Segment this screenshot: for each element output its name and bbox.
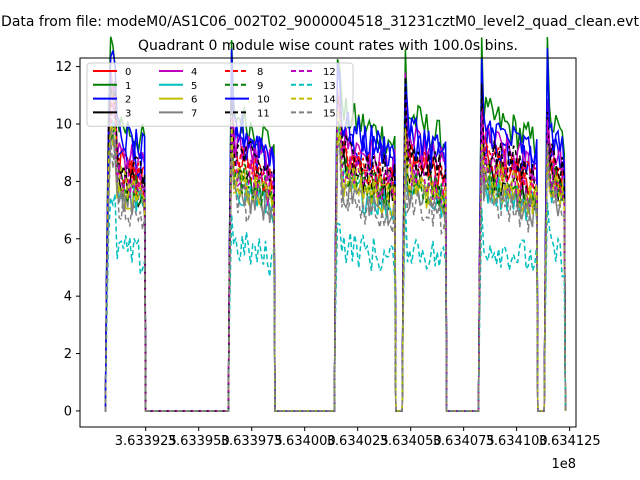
y-tick-label: 8: [64, 175, 72, 190]
legend-label-4: 4: [191, 67, 197, 78]
y-tick-label: 10: [55, 117, 72, 132]
legend-label-14: 14: [323, 95, 336, 106]
legend-label-7: 7: [191, 108, 197, 119]
y-tick-label: 4: [64, 290, 72, 305]
legend-label-10: 10: [257, 95, 270, 106]
legend-label-2: 2: [125, 95, 131, 106]
x-tick-label: 3.633975: [221, 434, 283, 449]
x-tick-label: 3.634125: [539, 434, 601, 449]
x-tick-label: 3.634025: [327, 434, 389, 449]
x-tick-label: 3.633925: [115, 434, 177, 449]
legend-label-6: 6: [191, 95, 197, 106]
legend-label-11: 11: [257, 108, 270, 119]
series-line-15: [104, 138, 567, 412]
legend-label-13: 13: [323, 81, 336, 92]
legend-label-15: 15: [323, 108, 336, 119]
y-tick-label: 6: [64, 232, 72, 247]
chart-title: Quadrant 0 module wise count rates with …: [138, 38, 518, 54]
x-axis: 3.6339253.6339503.6339753.6340003.634025…: [115, 427, 601, 449]
plot-frame: [79, 57, 577, 428]
y-axis: 0 2 4 6 8 10 12: [55, 60, 80, 419]
legend-label-3: 3: [125, 108, 131, 119]
x-tick-label: 3.634050: [380, 434, 442, 449]
y-tick-label: 2: [64, 347, 72, 362]
x-axis-offset-label: 1e8: [551, 457, 576, 472]
legend-label-8: 8: [257, 67, 263, 78]
legend-label-5: 5: [191, 81, 197, 92]
legend-label-12: 12: [323, 67, 336, 78]
legend-label-1: 1: [125, 81, 131, 92]
series-layer: [104, 36, 567, 412]
x-tick-label: 3.634100: [486, 434, 548, 449]
legend-box: [86, 62, 354, 127]
legend-label-0: 0: [125, 67, 131, 78]
x-tick-label: 3.634075: [433, 434, 495, 449]
y-tick-label: 12: [55, 60, 72, 75]
figure-suptitle: Data from file: modeM0/AS1C06_002T02_900…: [1, 14, 639, 30]
x-tick-label: 3.634000: [274, 434, 336, 449]
legend-label-9: 9: [257, 81, 263, 92]
series-line-12: [104, 99, 567, 412]
x-tick-label: 3.633950: [168, 434, 230, 449]
y-tick-label: 0: [64, 404, 72, 419]
